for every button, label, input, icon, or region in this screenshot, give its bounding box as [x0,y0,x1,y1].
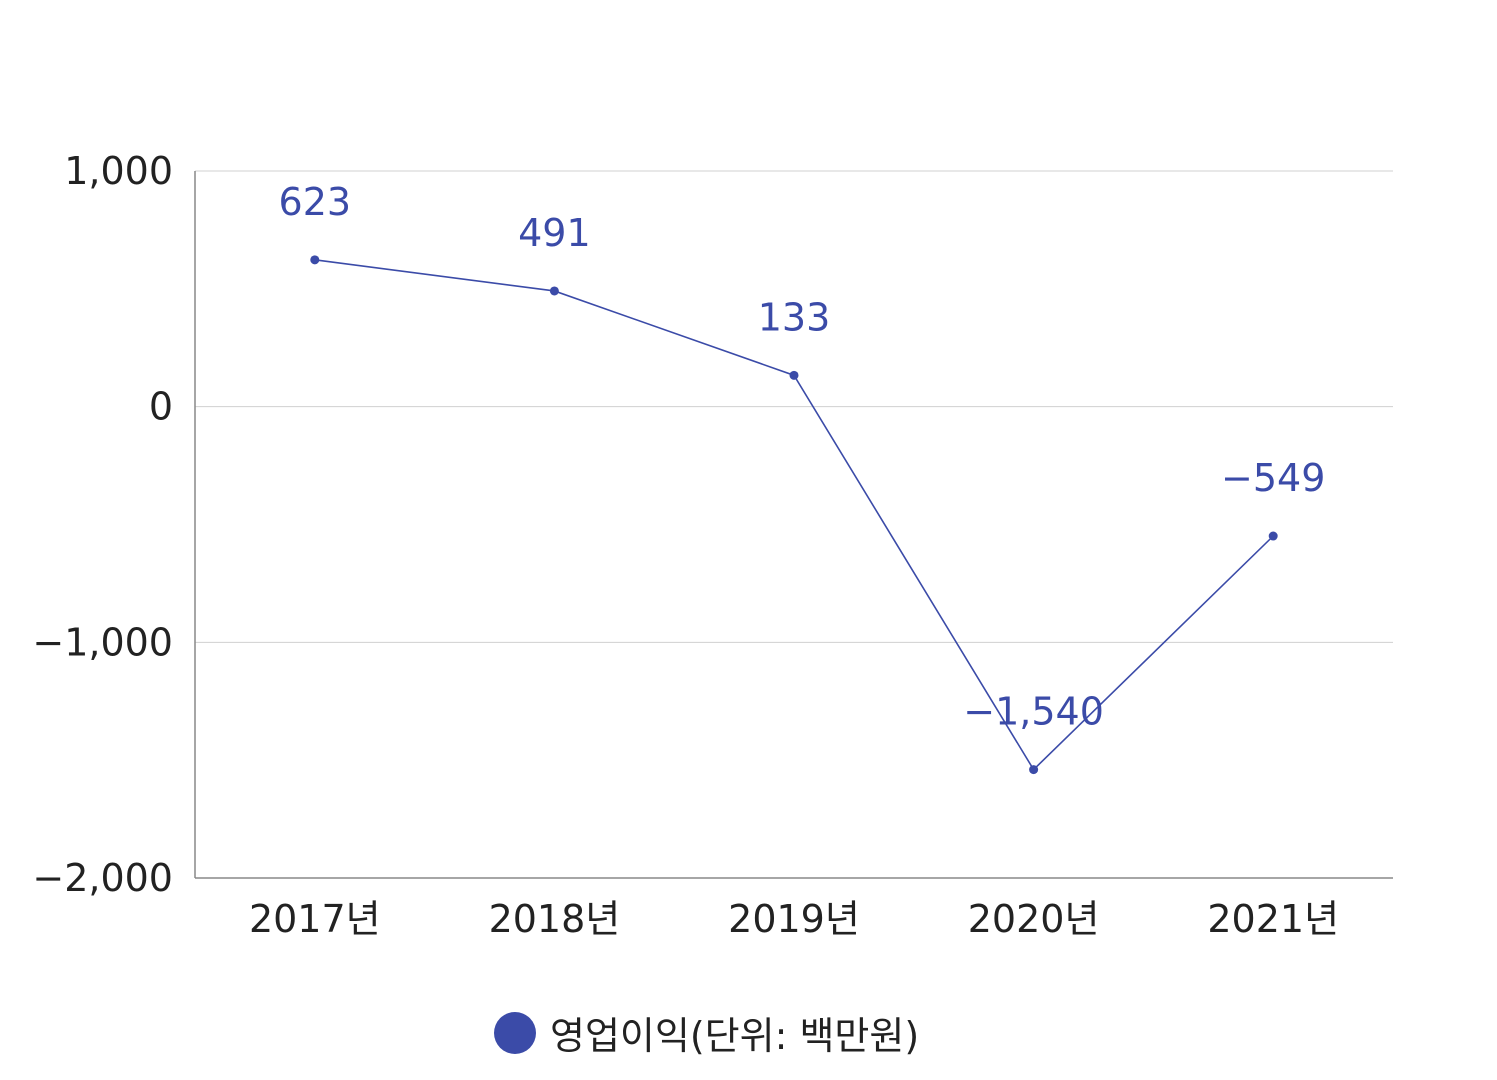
data-point [310,255,320,265]
x-tick-label: 2017년 [249,897,381,941]
data-point [549,286,559,296]
data-label: 133 [758,295,831,339]
y-tick-label: 1,000 [64,149,173,193]
x-tick-label: 2019년 [728,897,860,941]
data-label: −549 [1221,456,1325,500]
data-label: 491 [518,211,591,255]
legend: 영업이익(단위: 백만원) [494,1005,919,1060]
data-label: 623 [279,180,352,224]
data-point [1029,765,1039,775]
x-tick-label: 2018년 [489,897,621,941]
x-tick-label: 2021년 [1207,897,1339,941]
y-tick-label: −1,000 [32,620,173,664]
data-point [1268,531,1278,541]
data-point [789,370,799,380]
y-tick-label: 0 [149,385,173,429]
y-tick-label: −2,000 [32,856,173,900]
x-tick-label: 2020년 [968,897,1100,941]
legend-marker [494,1011,536,1054]
legend-label: 영업이익(단위: 백만원) [550,1014,920,1058]
data-label: −1,540 [963,690,1104,734]
